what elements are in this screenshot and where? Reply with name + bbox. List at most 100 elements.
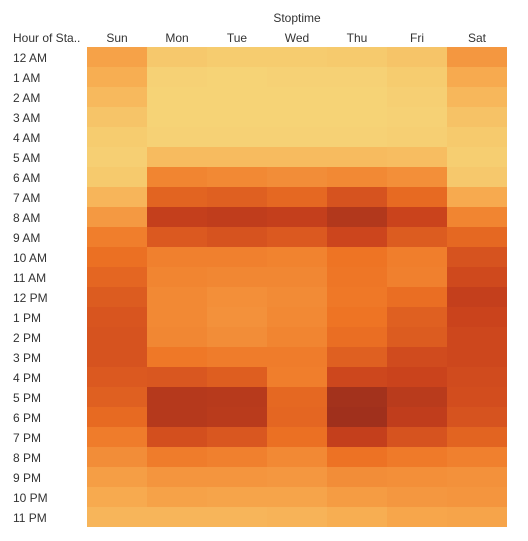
heatmap-cell [447, 147, 507, 167]
heatmap-cell [207, 47, 267, 67]
heatmap-cell [87, 267, 147, 287]
column-label-tue: Tue [227, 31, 248, 45]
heatmap-cell [447, 227, 507, 247]
heatmap-cell [207, 507, 267, 527]
heatmap-cell [387, 67, 447, 87]
heatmap-cell [147, 367, 207, 387]
heatmap-cell [447, 107, 507, 127]
heatmap-cell [327, 447, 387, 467]
heatmap-cell [267, 267, 327, 287]
heatmap-cell [327, 167, 387, 187]
heatmap-cell [207, 467, 267, 487]
heatmap-cell [207, 307, 267, 327]
heatmap-cell [447, 427, 507, 447]
heatmap-cell [207, 207, 267, 227]
heatmap-cell [327, 307, 387, 327]
heatmap-cell [447, 187, 507, 207]
heatmap-cell [327, 387, 387, 407]
heatmap-cell [447, 467, 507, 487]
heatmap-cell [87, 47, 147, 67]
heatmap-cell [387, 467, 447, 487]
heatmap-cell [147, 267, 207, 287]
heatmap-cell [147, 427, 207, 447]
heatmap-cell [147, 207, 207, 227]
heatmap-cell [207, 447, 267, 467]
heatmap-cell [387, 347, 447, 367]
heatmap-cell [327, 327, 387, 347]
heatmap-cell [207, 347, 267, 367]
heatmap-cell [267, 387, 327, 407]
heatmap-cell [327, 407, 387, 427]
heatmap-cell [327, 247, 387, 267]
heatmap-cell [327, 287, 387, 307]
heatmap-cell [87, 407, 147, 427]
heatmap-cell [207, 267, 267, 287]
row-labels: 12 AM 1 AM 2 AM 3 AM 4 AM 5 AM 6 AM 7 AM 8 AM 9 A… [13, 51, 48, 525]
heatmap-cell [87, 187, 147, 207]
heatmap-cell [207, 227, 267, 247]
column-label-sat: Sat [468, 31, 487, 45]
heatmap-cell [147, 107, 207, 127]
row-label-6-am: 6 AM [13, 171, 40, 185]
heatmap-cell [447, 447, 507, 467]
row-label-5-pm: 5 PM [13, 391, 41, 405]
column-label-mon: Mon [165, 31, 188, 45]
heatmap-cell [207, 427, 267, 447]
heatmap-cell [447, 127, 507, 147]
heatmap-cell [447, 287, 507, 307]
heatmap-cell [387, 187, 447, 207]
heatmap-cell [87, 67, 147, 87]
heatmap-cell [267, 87, 327, 107]
heatmap-cell [207, 407, 267, 427]
heatmap-cell [147, 387, 207, 407]
heatmap-cell [207, 287, 267, 307]
heatmap-cell [387, 387, 447, 407]
heatmap-cell [327, 67, 387, 87]
column-axis-title: Stoptime [273, 11, 321, 25]
heatmap-cell [147, 47, 207, 67]
heatmap-cell [207, 87, 267, 107]
column-label-wed: Wed [285, 31, 309, 45]
row-axis-header: Hour of Sta.. [13, 31, 80, 45]
row-label-2-pm: 2 PM [13, 331, 41, 345]
heatmap-cell [87, 447, 147, 467]
heatmap-cell [267, 327, 327, 347]
row-label-5-am: 5 AM [13, 151, 40, 165]
column-labels: Sun Mon Tue Wed Thu Fri Sat [106, 31, 486, 45]
heatmap-cell [327, 487, 387, 507]
heatmap-cell [87, 107, 147, 127]
heatmap-cell [207, 487, 267, 507]
heatmap-cell [387, 127, 447, 147]
heatmap-cell [147, 327, 207, 347]
heatmap-cell [147, 247, 207, 267]
heatmap-cell [207, 147, 267, 167]
row-label-11-pm: 11 PM [13, 511, 47, 525]
heatmap-cell [327, 227, 387, 247]
heatmap-cell [387, 167, 447, 187]
heatmap-cell [267, 287, 327, 307]
heatmap-cell [87, 87, 147, 107]
heatmap-cell [207, 327, 267, 347]
heatmap-cell [267, 207, 327, 227]
heatmap-cell [267, 167, 327, 187]
row-label-2-am: 2 AM [13, 91, 40, 105]
heatmap-cell [447, 347, 507, 367]
column-label-thu: Thu [347, 31, 368, 45]
heatmap-cell [267, 47, 327, 67]
row-label-1-pm: 1 PM [13, 311, 41, 325]
heatmap-cell [147, 487, 207, 507]
row-label-11-am: 11 AM [13, 271, 46, 285]
heatmap-cell [147, 407, 207, 427]
heatmap-cell [387, 427, 447, 447]
heatmap-cell [207, 387, 267, 407]
heatmap-cell [87, 427, 147, 447]
heatmap-cell [327, 147, 387, 167]
heatmap-cell [267, 347, 327, 367]
heatmap-cell [147, 127, 207, 147]
heatmap-cell [147, 227, 207, 247]
heatmap-cell [327, 507, 387, 527]
heatmap-cell [147, 447, 207, 467]
heatmap-cell [147, 507, 207, 527]
heatmap-cell [87, 147, 147, 167]
